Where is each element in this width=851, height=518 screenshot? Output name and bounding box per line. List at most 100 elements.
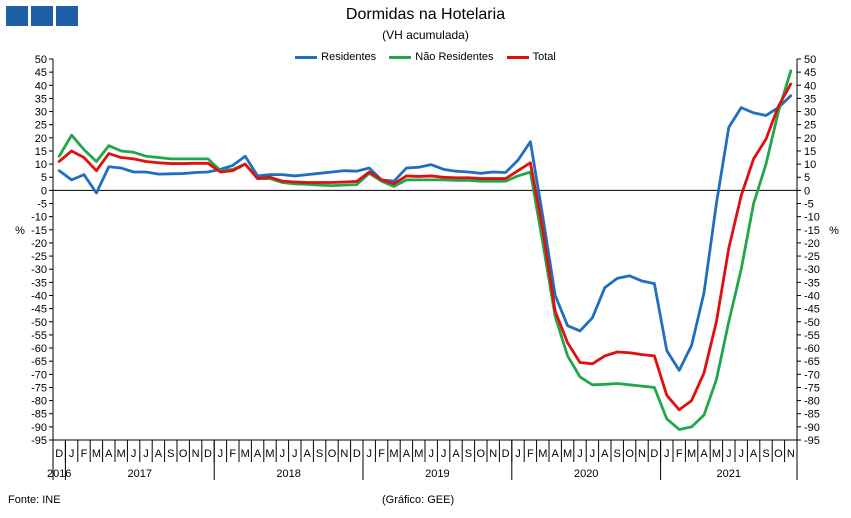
y-tick-label-left: -80 [31, 396, 47, 408]
y-tick-label-right: 20 [804, 133, 816, 145]
y-tick-label-right: -95 [804, 435, 820, 447]
y-tick-label-left: -55 [31, 330, 47, 342]
x-tick-label-month: F [378, 448, 385, 460]
y-tick-label-left: -25 [31, 251, 47, 263]
x-tick-label-month: D [353, 448, 361, 460]
y-tick-label-right: -40 [804, 290, 820, 302]
legend: Residentes Não Residentes Total [0, 51, 851, 63]
x-tick-label-month: J [590, 448, 596, 460]
y-tick-label-right: -30 [804, 264, 820, 276]
x-tick-label-month: J [726, 448, 732, 460]
y-tick-label-left: -75 [31, 382, 47, 394]
y-tick-label-left: -95 [31, 435, 47, 447]
x-tick-label-month: J [515, 448, 521, 460]
x-tick-label-month: M [389, 448, 398, 460]
x-tick-label-month: M [241, 448, 250, 460]
x-tick-label-month: A [403, 448, 411, 460]
y-tick-label-right: -55 [804, 330, 820, 342]
x-tick-label-month: D [55, 448, 63, 460]
legend-item-nao-residentes: Não Residentes [389, 51, 494, 64]
x-tick-label-month: N [192, 448, 200, 460]
y-tick-label-right: -25 [804, 251, 820, 263]
y-tick-label-left: 20 [35, 133, 47, 145]
legend-item-total: Total [506, 51, 556, 64]
x-tick-label-year: 2021 [717, 468, 741, 480]
x-tick-label-month: S [465, 448, 472, 460]
y-tick-label-right: 40 [804, 80, 816, 92]
x-tick-label-month: S [167, 448, 174, 460]
x-tick-label-month: J [69, 448, 75, 460]
x-tick-label-month: J [280, 448, 286, 460]
y-tick-label-right: 5 [804, 172, 810, 184]
y-tick-label-right: -10 [804, 212, 820, 224]
y-tick-label-right: -75 [804, 382, 820, 394]
x-tick-label-month: M [563, 448, 572, 460]
y-tick-label-right: -45 [804, 304, 820, 316]
y-tick-label-left: -30 [31, 264, 47, 276]
x-tick-label-month: D [204, 448, 212, 460]
logo-square [31, 6, 53, 26]
x-tick-label-month: O [625, 448, 634, 460]
x-tick-label-month: F [81, 448, 88, 460]
y-tick-label-left: -70 [31, 369, 47, 381]
y-tick-label-left: -65 [31, 356, 47, 368]
logo-square [56, 6, 78, 26]
logo [6, 6, 78, 26]
y-axis-label-right: % [829, 225, 839, 237]
series-line-total [57, 82, 793, 412]
logo-square [6, 6, 28, 26]
credit-note: (Gráfico: GEE) [382, 494, 455, 506]
y-tick-label-right: 35 [804, 93, 816, 105]
x-tick-label-month: J [577, 448, 583, 460]
y-tick-label-left: 40 [35, 80, 47, 92]
x-tick-label-month: S [316, 448, 323, 460]
y-tick-label-right: -60 [804, 343, 820, 355]
x-tick-label-month: A [750, 448, 758, 460]
y-tick-label-right: 30 [804, 107, 816, 119]
x-tick-label-month: J [292, 448, 298, 460]
x-tick-label-month: D [502, 448, 510, 460]
x-tick-label-month: A [552, 448, 560, 460]
y-tick-label-left: 30 [35, 107, 47, 119]
x-tick-label-month: N [787, 448, 795, 460]
x-tick-label-month: A [304, 448, 312, 460]
x-tick-label-year: 2017 [128, 468, 152, 480]
x-tick-label-month: F [229, 448, 236, 460]
y-tick-label-left: 5 [41, 172, 47, 184]
y-tick-label-right: 25 [804, 120, 816, 132]
x-tick-label-month: J [218, 448, 224, 460]
y-tick-label-left: -85 [31, 409, 47, 421]
x-tick-label-year: 2016 [47, 468, 71, 480]
y-tick-label-left: -15 [31, 225, 47, 237]
x-tick-label-month: D [650, 448, 658, 460]
y-tick-label-right: -90 [804, 422, 820, 434]
y-tick-label-left: -50 [31, 317, 47, 329]
legend-label: Não Residentes [415, 51, 494, 64]
x-tick-label-month: O [477, 448, 486, 460]
x-tick-label-month: J [738, 448, 744, 460]
y-tick-label-left: -60 [31, 343, 47, 355]
y-tick-label-right: 15 [804, 146, 816, 158]
y-tick-label-right: -85 [804, 409, 820, 421]
x-tick-label-month: M [265, 448, 274, 460]
x-tick-label-month: A [601, 448, 609, 460]
x-tick-label-month: A [155, 448, 163, 460]
series-line-residentes [57, 94, 793, 372]
y-tick-label-left: 25 [35, 120, 47, 132]
x-tick-label-month: N [638, 448, 646, 460]
legend-item-residentes: Residentes [295, 51, 376, 63]
legend-swatch [389, 55, 412, 59]
x-tick-label-month: J [366, 448, 372, 460]
source-note: Fonte: INE [8, 494, 61, 506]
legend-label: Total [532, 51, 556, 64]
x-tick-label-month: N [340, 448, 348, 460]
legend-swatch [506, 55, 529, 59]
y-tick-label-right: -20 [804, 238, 820, 250]
x-tick-label-month: O [328, 448, 337, 460]
x-tick-label-year: 2019 [425, 468, 449, 480]
y-tick-label-right: 10 [804, 159, 816, 171]
y-tick-label-left: 0 [41, 185, 47, 197]
x-tick-label-year: 2020 [574, 468, 598, 480]
y-tick-label-right: -70 [804, 369, 820, 381]
y-tick-label-left: -45 [31, 304, 47, 316]
